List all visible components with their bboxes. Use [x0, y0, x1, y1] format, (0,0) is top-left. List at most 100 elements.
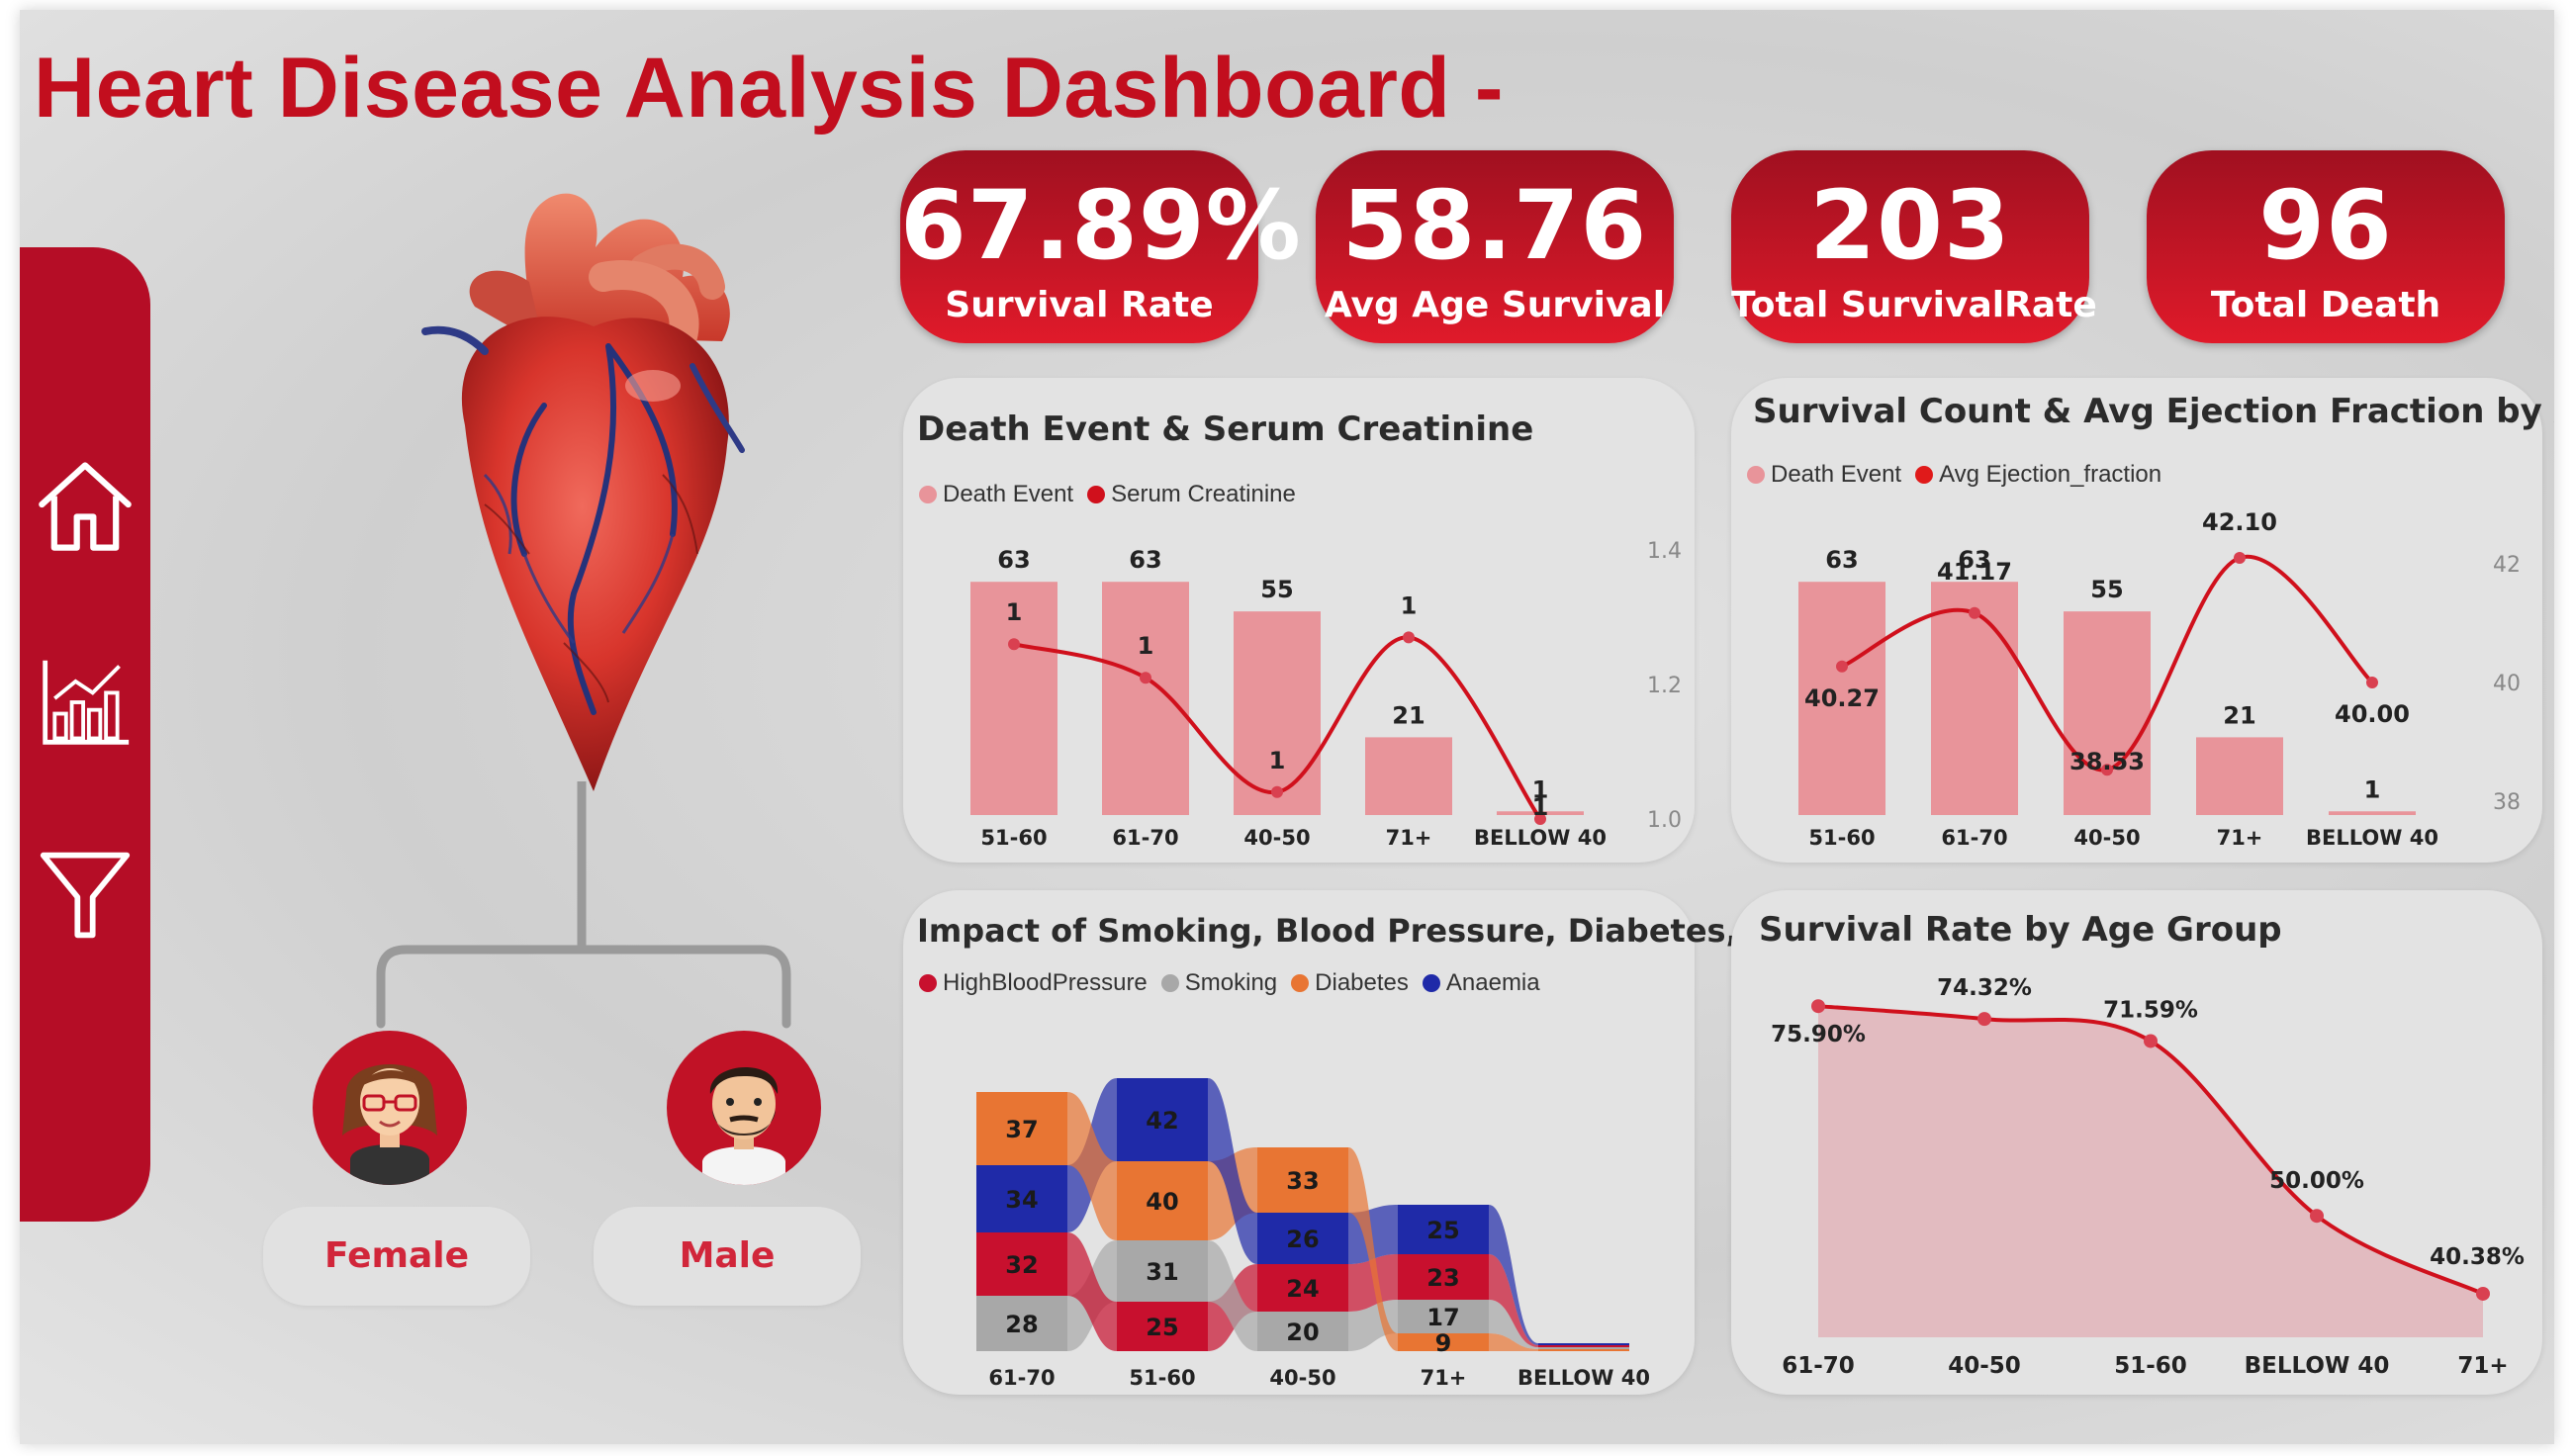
segment-value-label: 24	[1286, 1275, 1319, 1303]
stack-segment	[1257, 1213, 1348, 1264]
x-tick-label: 51-60	[1808, 826, 1875, 850]
segment-value-label: 28	[1005, 1311, 1038, 1338]
line-point	[1403, 631, 1415, 644]
bar-value-label: 55	[1260, 576, 1293, 603]
legend-item-anaemia[interactable]: Anaemia	[1421, 969, 1540, 997]
point-value-label: 75.90%	[1771, 1022, 1866, 1047]
kpi-total-death: 96 Total Death	[2147, 150, 2505, 343]
stack-segment	[1398, 1254, 1489, 1300]
x-tick-label: 61-70	[1782, 1353, 1855, 1379]
segment-value-label: 25	[1426, 1217, 1459, 1244]
female-avatar[interactable]	[313, 1031, 467, 1185]
line-value-label: 1	[1401, 592, 1418, 619]
stack-segment	[976, 1296, 1067, 1351]
stack-segment	[1257, 1312, 1348, 1351]
survival-ejection-card: Survival Count & Avg Ejection Fraction b…	[1731, 378, 2554, 863]
legend-item-diabetes[interactable]: Diabetes	[1289, 969, 1409, 997]
y2-tick-label: 1.0	[1647, 808, 1682, 833]
chart-legend: Death Event Serum Creatinine	[917, 481, 1308, 508]
sidebar-item-filter[interactable]	[20, 836, 150, 955]
female-face-icon	[342, 1064, 437, 1185]
line-point	[2366, 677, 2378, 688]
line-value-label: 40.00	[2335, 700, 2410, 728]
sidebar-item-home[interactable]	[20, 445, 150, 564]
y2-tick-label: 42	[2493, 553, 2521, 578]
segment-value-label: 34	[1005, 1186, 1038, 1214]
y2-tick-label: 38	[2493, 790, 2521, 815]
ribbon	[1489, 1300, 1538, 1349]
x-tick-label: BELLOW 40	[1474, 826, 1607, 850]
line-point	[2234, 552, 2246, 564]
point-value-label: 74.32%	[1937, 975, 2032, 1001]
segment-value-label: 40	[1146, 1188, 1178, 1216]
x-tick-label: 71+	[2217, 826, 2263, 850]
legend-label: HighBloodPressure	[943, 969, 1148, 996]
segment-value-label: 9	[1435, 1329, 1452, 1357]
page-title: Heart Disease Analysis Dashboard -	[34, 41, 1504, 136]
y2-tick-label: 40	[2493, 672, 2521, 696]
line-value-label: 1	[1006, 598, 1023, 626]
legend-item-death-event[interactable]: Death Event	[917, 481, 1073, 508]
legend-label: Anaemia	[1445, 969, 1540, 996]
dashboard-page: Heart Disease Analysis Dashboard -	[20, 10, 2554, 1444]
legend-item-serum[interactable]: Serum Creatinine	[1085, 481, 1296, 508]
line-point	[1534, 813, 1546, 825]
kpi-survival-rate: 67.89% Survival Rate	[900, 150, 1301, 343]
line-point	[1969, 606, 1980, 619]
home-icon	[39, 462, 132, 551]
legend-item-high-bp[interactable]: HighBloodPressure	[917, 969, 1148, 997]
kpi-label: Total SurvivalRate	[1731, 285, 2097, 325]
stack-segment	[1398, 1333, 1489, 1351]
segment-value-label: 31	[1146, 1258, 1178, 1286]
risk-factors-card: Impact of Smoking, Blood Pressure, Diabe…	[903, 890, 1904, 1395]
bar-value-label: 1	[1532, 775, 1549, 803]
area-point	[1811, 999, 1825, 1014]
segment-value-label: 25	[1146, 1314, 1178, 1341]
line-point	[1008, 638, 1020, 651]
bar-value-label: 55	[2090, 576, 2123, 603]
x-tick-label: 40-50	[1243, 826, 1310, 850]
male-face-icon	[702, 1066, 785, 1185]
bar-chart-icon	[43, 660, 130, 745]
kpi-total-survival: 203 Total SurvivalRate	[1731, 150, 2097, 343]
x-tick-label: 40-50	[1948, 1353, 2021, 1379]
y2-tick-label: 1.2	[1647, 674, 1682, 698]
legend-item-death-event[interactable]: Death Event	[1745, 461, 1901, 489]
legend-swatch	[1422, 974, 1440, 992]
female-button[interactable]: Female	[263, 1207, 530, 1306]
legend-item-ejection[interactable]: Avg Ejection_fraction	[1913, 461, 2161, 489]
ribbon	[1489, 1333, 1538, 1351]
male-avatar[interactable]	[667, 1031, 821, 1185]
legend-swatch	[1915, 466, 1934, 484]
legend-swatch	[1087, 486, 1106, 503]
line-value-label: 40.27	[1804, 684, 1880, 712]
survival-age-group-card: Survival Rate by Age Group 75.90% 61-70 74…	[1731, 890, 2542, 1395]
stack-segment	[1398, 1205, 1489, 1254]
area-point	[2144, 1034, 2158, 1048]
x-tick-label: 61-70	[1112, 826, 1178, 850]
legend-item-smoking[interactable]: Smoking	[1159, 969, 1277, 997]
sidebar-item-report[interactable]	[20, 643, 150, 762]
stack-segment	[1117, 1302, 1208, 1351]
stack-segment	[1117, 1240, 1208, 1302]
ribbon	[1208, 1240, 1257, 1351]
bar-value-label: 63	[997, 546, 1030, 574]
x-tick-label: 51-60	[980, 826, 1047, 850]
line-value-label: 38.53	[2069, 748, 2145, 775]
survival-age-group-chart: 75.90% 61-70 74.32% 40-50 71.59% 51-60 50.00% B…	[1771, 975, 2525, 1379]
x-tick-label: BELLOW 40	[2245, 1353, 2390, 1379]
line-point	[1140, 672, 1151, 684]
card-title: Survival Count & Avg Ejection Fraction b…	[1753, 392, 2554, 431]
bar	[2064, 611, 2151, 815]
stack-segment	[1538, 1345, 1629, 1347]
sidebar	[20, 247, 150, 1222]
kpi-value: 203	[1809, 170, 2011, 281]
legend-swatch	[919, 974, 937, 992]
stack-segment	[1257, 1264, 1348, 1312]
point-value-label: 71.59%	[2103, 997, 2198, 1023]
x-tick-label: BELLOW 40	[1517, 1366, 1650, 1390]
male-button[interactable]: Male	[594, 1207, 861, 1306]
x-tick-label: 71+	[2457, 1353, 2508, 1379]
card-title: Death Event & Serum Creatinine	[917, 410, 1534, 449]
